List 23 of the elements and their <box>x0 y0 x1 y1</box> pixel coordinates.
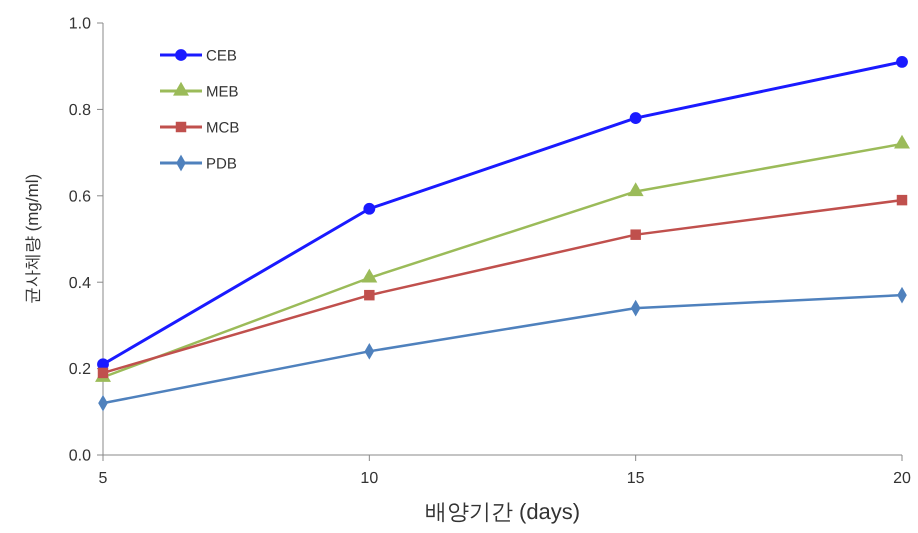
x-tick-label: 15 <box>626 470 645 487</box>
y-tick-label: 0.0 <box>68 448 92 465</box>
y-axis-title: 균사체량 (mg/ml) <box>23 174 42 304</box>
y-tick-label: 0.6 <box>68 188 92 206</box>
x-tick-label: 5 <box>98 470 108 487</box>
point <box>630 229 641 240</box>
legend-label: MCB <box>206 119 240 136</box>
legend-label: CEB <box>206 47 237 64</box>
point <box>630 112 642 124</box>
legend-label: PDB <box>206 155 237 172</box>
y-tick-label: 0.4 <box>68 274 92 292</box>
x-tick-label: 20 <box>893 470 911 487</box>
x-axis-title: 배양기간 (days) <box>424 499 580 524</box>
point <box>363 202 376 215</box>
point <box>896 194 908 206</box>
y-tick-label: 1.0 <box>68 16 92 33</box>
point <box>98 368 108 378</box>
point <box>896 56 908 68</box>
legend-label: MEB <box>206 83 239 100</box>
x-tick-label: 10 <box>360 470 378 487</box>
y-tick-label: 0.8 <box>68 102 92 119</box>
point <box>364 290 375 300</box>
y-tick-label: 0.2 <box>68 361 92 378</box>
